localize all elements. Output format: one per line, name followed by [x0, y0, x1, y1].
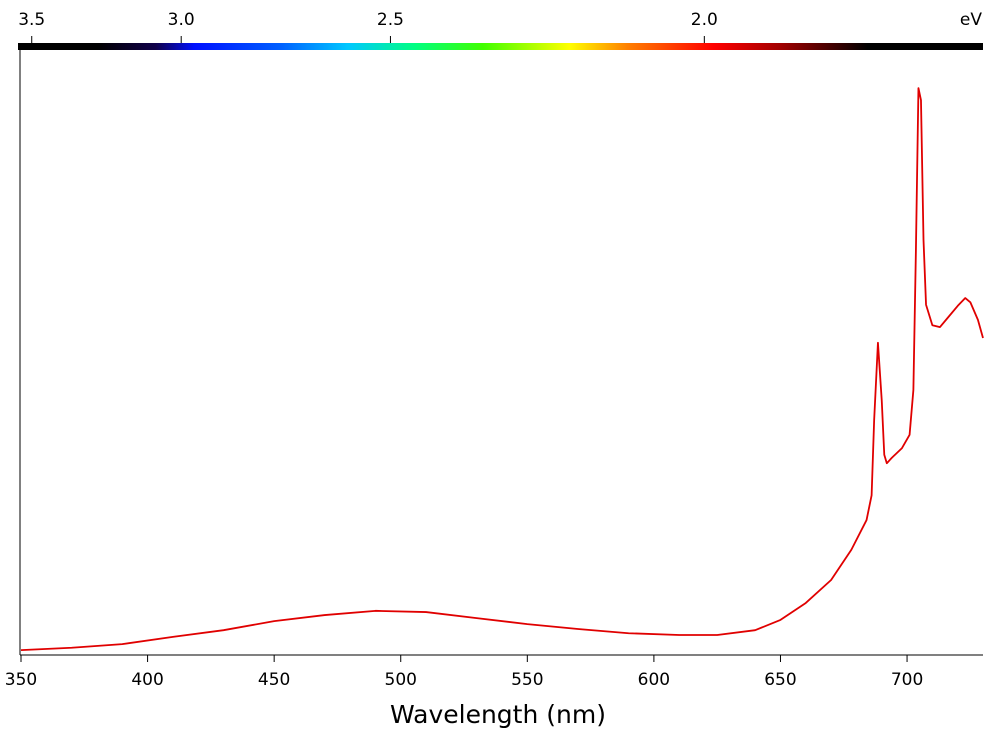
spectrum-line: [20, 87, 984, 652]
x-axis-title: Wavelength (nm): [390, 700, 606, 729]
x-tick-label: 700: [891, 670, 923, 690]
x-tick-label: 600: [638, 670, 670, 690]
x-tick-label: 650: [764, 670, 796, 690]
x-tick-label: 350: [5, 670, 37, 690]
x2-tick-label: 3.0: [168, 10, 195, 30]
x2-tick-label: 2.0: [691, 10, 718, 30]
x2-tick-label: 3.5: [18, 10, 45, 30]
x-tick-label: 550: [511, 670, 543, 690]
x-tick-label: 500: [385, 670, 417, 690]
x-tick-label: 450: [258, 670, 290, 690]
spectrum-bar: [18, 43, 983, 50]
x-tick-label: 400: [131, 670, 163, 690]
x2-tick-label: 2.5: [377, 10, 404, 30]
x2-axis-title: eV: [960, 10, 982, 30]
